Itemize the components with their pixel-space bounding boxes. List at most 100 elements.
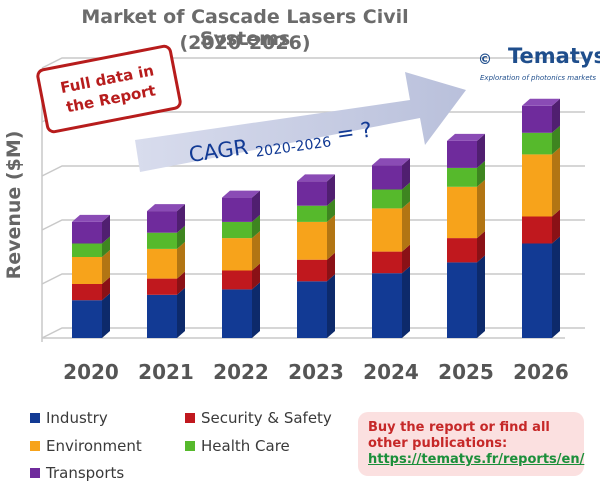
bar-2022-transports <box>222 197 252 222</box>
reports-link[interactable]: https://tematys.fr/reports/en/ <box>368 452 585 467</box>
bar-top-2023 <box>297 174 335 182</box>
bar-2021-transports <box>147 211 177 233</box>
cta-line1: Buy the report or find all <box>368 420 550 435</box>
bar-side-2024-4 <box>402 158 410 190</box>
bar-stack-2026 <box>522 98 560 338</box>
bar-2026-transports <box>522 105 552 133</box>
legend-swatch-transports <box>30 468 40 478</box>
bar-side-2023-0 <box>327 274 335 338</box>
gridline-1 <box>41 273 585 285</box>
bar-side-2026-0 <box>552 236 560 338</box>
bar-2026-health-care <box>522 132 552 155</box>
legend-label-healthcare: Health Care <box>201 437 290 455</box>
bar-2025-health-care <box>447 167 477 187</box>
bar-2020-environment <box>72 257 102 284</box>
bar-side-2024-1 <box>402 244 410 274</box>
legend-swatch-security <box>185 413 195 423</box>
bar-2024-environment <box>372 208 402 252</box>
legend-item-environment: Environment <box>30 437 142 455</box>
bar-side-2024-0 <box>402 266 410 338</box>
x-tick-2020: 2020 <box>63 360 119 384</box>
bar-2020-health-care <box>72 243 102 257</box>
bar-2026-environment <box>522 154 552 217</box>
bar-side-2022-2 <box>252 231 260 271</box>
bar-2023-industry <box>297 281 327 338</box>
bar-2022-health-care <box>222 221 252 239</box>
tematys-logo: © Tematys Exploration of photonics marke… <box>478 40 600 88</box>
copyright-symbol: © <box>478 52 492 68</box>
cta-line2: other publications: <box>368 436 508 451</box>
bar-stack-2022 <box>222 190 260 338</box>
bar-side-2026-2 <box>552 147 560 217</box>
bar-top-2026 <box>522 98 560 106</box>
bar-side-2023-2 <box>327 214 335 260</box>
bar-2023-transports <box>297 181 327 206</box>
legend-item-healthcare: Health Care <box>185 437 290 455</box>
legend-item-industry: Industry <box>30 409 108 427</box>
bar-2020-industry <box>72 300 102 338</box>
legend-swatch-healthcare <box>185 441 195 451</box>
bar-2022-environment <box>222 238 252 271</box>
bar-2026-industry <box>522 243 552 338</box>
bar-2021-security-safety <box>147 278 177 295</box>
gridline-3 <box>41 165 585 177</box>
legend-label-environment: Environment <box>46 437 142 455</box>
gridline-2 <box>41 219 585 231</box>
bar-side-2023-4 <box>327 174 335 206</box>
bar-2021-industry <box>147 294 177 338</box>
bar-2021-health-care <box>147 232 177 249</box>
bar-side-2021-0 <box>177 287 185 338</box>
bar-side-2023-1 <box>327 252 335 282</box>
legend-label-industry: Industry <box>46 409 108 427</box>
legend-item-transports: Transports <box>30 464 124 482</box>
bar-2023-security-safety <box>297 259 327 282</box>
gridline-5 <box>41 57 585 69</box>
bar-side-2022-4 <box>252 190 260 222</box>
logo-tagline: Exploration of photonics markets <box>480 74 597 82</box>
bar-side-2020-0 <box>102 293 110 338</box>
bar-stack-2021 <box>147 204 185 338</box>
bar-side-2020-4 <box>102 214 110 244</box>
bar-top-2025 <box>447 133 485 141</box>
buy-report-box: Buy the report or find all other publica… <box>358 412 584 476</box>
bar-side-2026-3 <box>552 125 560 155</box>
legend-item-security: Security & Safety <box>185 409 332 427</box>
chart-subtitle: (2020-2026) <box>179 32 311 54</box>
x-axis-floor <box>41 327 585 339</box>
bar-side-2023-3 <box>327 198 335 222</box>
bar-side-2021-4 <box>177 204 185 233</box>
bar-2025-industry <box>447 262 477 338</box>
legend-swatch-environment <box>30 441 40 451</box>
bar-2024-security-safety <box>372 251 402 274</box>
bar-side-2025-4 <box>477 133 485 168</box>
bar-side-2025-1 <box>477 231 485 263</box>
bar-2023-health-care <box>297 205 327 222</box>
bar-side-2022-1 <box>252 263 260 290</box>
bar-2025-environment <box>447 186 477 239</box>
bar-top-2022 <box>222 190 260 198</box>
bar-2023-environment <box>297 221 327 260</box>
bar-2024-industry <box>372 273 402 338</box>
logo-name: Tematys <box>508 44 600 68</box>
x-tick-2024: 2024 <box>363 360 419 384</box>
bar-side-2020-1 <box>102 277 110 301</box>
bar-side-2025-3 <box>477 160 485 187</box>
bar-side-2026-4 <box>552 98 560 133</box>
y-axis-label: Revenue ($M) <box>3 131 25 280</box>
bar-stack-2023 <box>297 174 335 338</box>
bar-2020-security-safety <box>72 284 102 301</box>
bar-2022-security-safety <box>222 270 252 290</box>
bar-2026-security-safety <box>522 216 552 244</box>
bar-side-2021-2 <box>177 241 185 279</box>
bar-2022-industry <box>222 289 252 338</box>
bar-stack-2025 <box>447 133 485 338</box>
bar-side-2020-3 <box>102 236 110 257</box>
legend-swatch-industry <box>30 413 40 423</box>
bar-side-2020-2 <box>102 250 110 284</box>
bar-side-2025-0 <box>477 255 485 338</box>
x-tick-2026: 2026 <box>513 360 569 384</box>
cagr-arrow <box>135 72 466 172</box>
bar-top-2020 <box>72 214 110 222</box>
chart-title: Market of Cascade Lasers Civil Systems <box>81 6 409 50</box>
